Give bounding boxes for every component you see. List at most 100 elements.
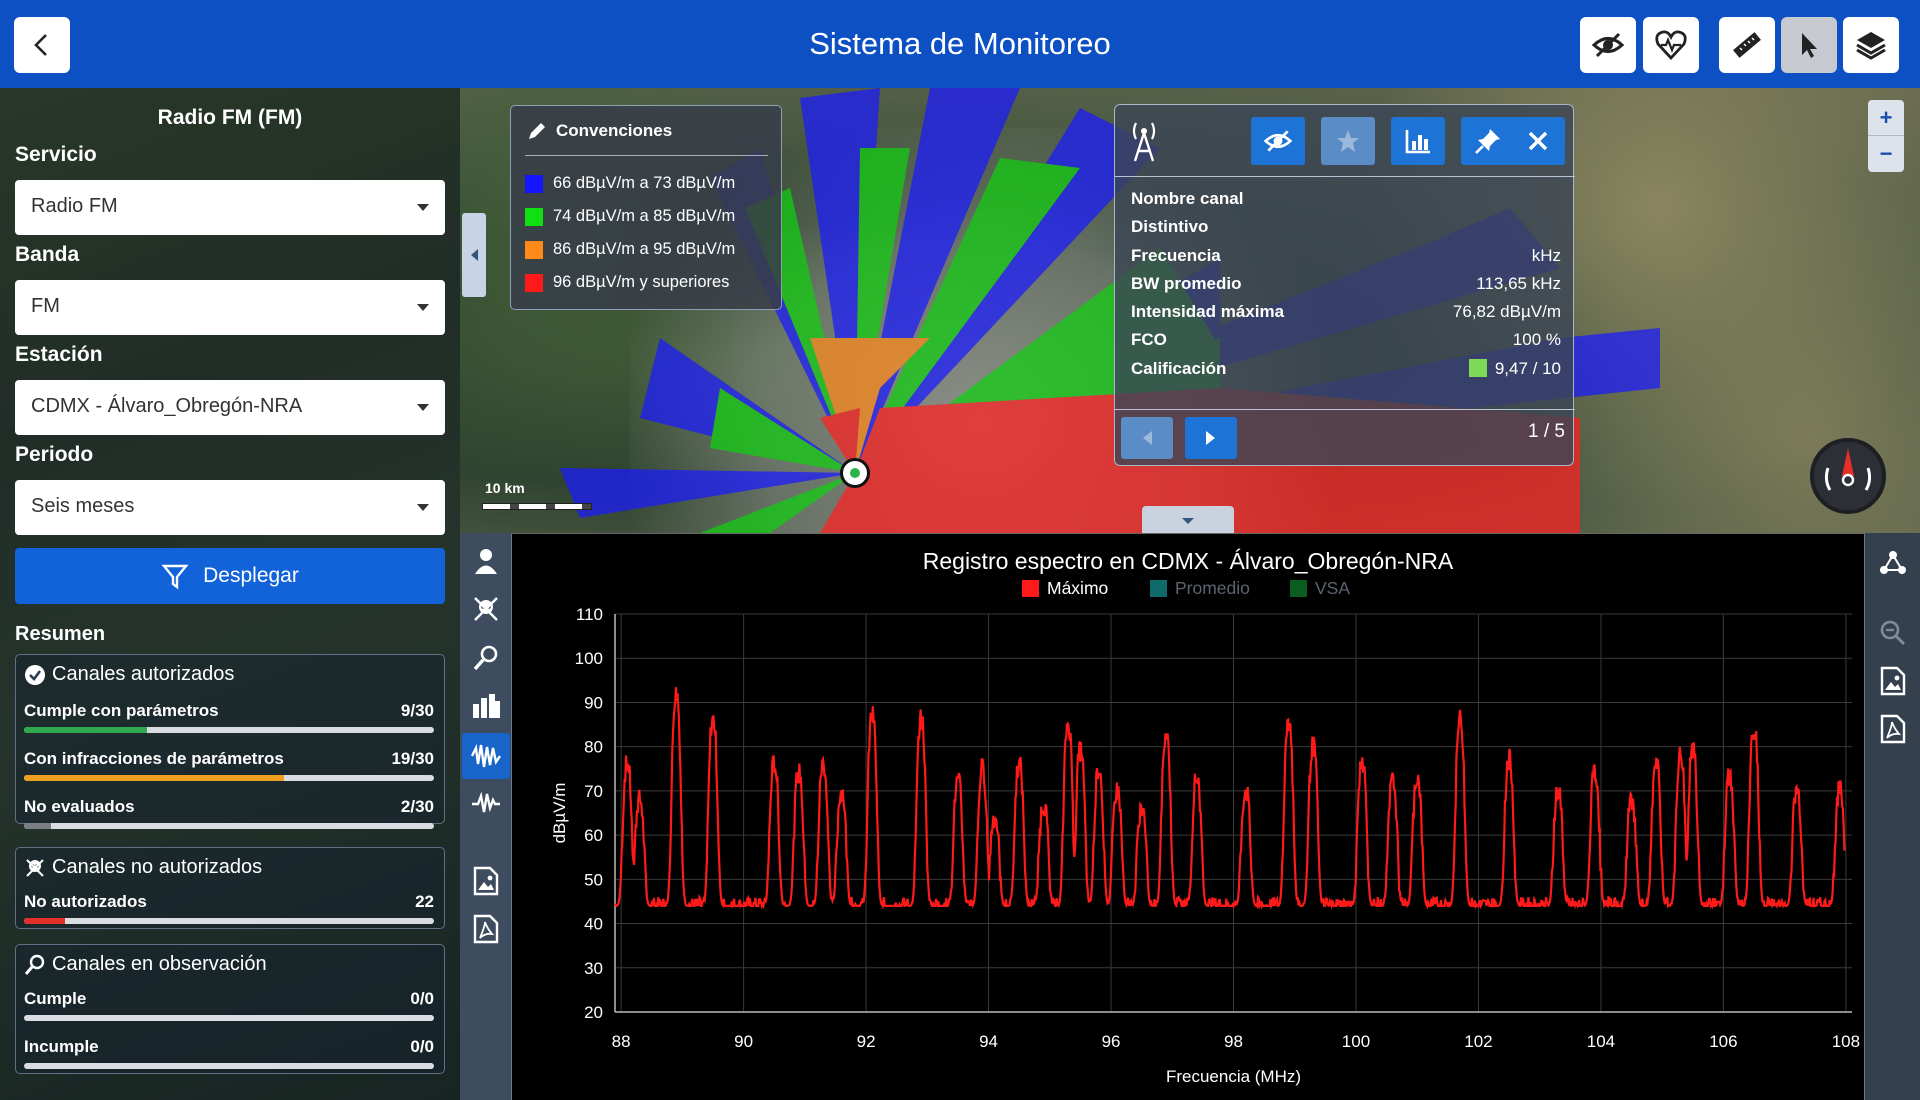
- band-select-value: FM: [31, 295, 60, 317]
- caret-down-icon: [417, 304, 429, 311]
- station-marker[interactable]: [840, 458, 870, 488]
- info-chart-button[interactable]: [1391, 117, 1445, 165]
- legend-title: Convenciones: [556, 121, 673, 140]
- chart-export-image-button[interactable]: [1875, 663, 1911, 699]
- band-select[interactable]: FM: [15, 280, 445, 335]
- legend-entry-vsa[interactable]: VSA: [1290, 578, 1350, 599]
- ruler-icon: [1733, 32, 1761, 58]
- eye-slash-icon: [1263, 130, 1293, 152]
- x-tick-label: 102: [1464, 1032, 1492, 1051]
- legend-swatch: [525, 174, 543, 193]
- info-hide-button[interactable]: [1251, 117, 1305, 165]
- progress-bar: [24, 1015, 434, 1021]
- x-tick-label: 100: [1342, 1032, 1370, 1051]
- user-icon: [475, 549, 497, 574]
- layers-button[interactable]: [1843, 17, 1899, 73]
- info-label: Distintivo: [1131, 217, 1209, 236]
- export-pdf-button[interactable]: [468, 911, 504, 947]
- info-pin-button[interactable]: [1461, 117, 1515, 165]
- chart-export-pdf-button[interactable]: [1875, 711, 1911, 747]
- ruler-button[interactable]: [1719, 17, 1775, 73]
- select-pointer-button[interactable]: [1781, 17, 1837, 73]
- x-tick-label: 98: [1224, 1032, 1243, 1051]
- legend-item: 96 dBµV/m y superiores: [525, 273, 729, 292]
- magnifier-icon: [24, 954, 45, 975]
- filter-icon: [161, 564, 189, 590]
- back-button[interactable]: [14, 17, 70, 73]
- row-value: 2/30: [400, 797, 434, 816]
- monitoring-button[interactable]: [1643, 17, 1699, 73]
- heart-pulse-icon: [1655, 30, 1687, 61]
- pin-icon: [1475, 129, 1500, 154]
- info-prev-button[interactable]: [1121, 417, 1173, 459]
- station-select[interactable]: CDMX - Álvaro_Obregón-NRA: [15, 380, 445, 435]
- chart-settings-button[interactable]: [1875, 545, 1911, 581]
- service-select[interactable]: Radio FM: [15, 180, 445, 235]
- progress-bar: [24, 775, 434, 781]
- compass-control[interactable]: [1810, 438, 1886, 514]
- zoom-in-button[interactable]: +: [1868, 100, 1904, 136]
- waveform-icon: [470, 743, 501, 768]
- legend-label: 96 dBµV/m y superiores: [553, 273, 730, 291]
- hide-layer-button[interactable]: [1580, 17, 1636, 73]
- spectrum-chart-panel: 20 30 40 50 60 70 80 90 100 110 88 90 92 94 96 98 100 102…: [512, 533, 1864, 1100]
- info-favorite-button[interactable]: [1321, 117, 1375, 165]
- y-tick-label: 80: [584, 738, 603, 757]
- legend-entry-avg[interactable]: Promedio: [1150, 578, 1250, 599]
- unauthorized-tool-button[interactable]: [468, 591, 504, 627]
- service-label: Servicio: [15, 143, 97, 166]
- chart-zoom-out-button[interactable]: [1875, 615, 1911, 651]
- y-tick-label: 90: [584, 693, 603, 712]
- app-header: Sistema de Monitoreo: [0, 0, 1920, 88]
- collapse-sidebar-button[interactable]: [462, 213, 486, 297]
- user-tool-button[interactable]: [468, 543, 504, 579]
- info-label: Frecuencia: [1131, 246, 1221, 265]
- sidebar-title: Radio FM (FM): [157, 106, 303, 129]
- spectrum-chart[interactable]: 20 30 40 50 60 70 80 90 100 110 88 90 92 94 96 98 100 102…: [512, 534, 1864, 1100]
- filter-sidebar: Radio FM (FM) Servicio Radio FM Banda FM…: [0, 88, 460, 1100]
- export-image-button[interactable]: [468, 863, 504, 899]
- progress-fill: [24, 918, 65, 924]
- info-next-button[interactable]: [1185, 417, 1237, 459]
- zoom-out-button[interactable]: −: [1879, 141, 1893, 166]
- legend-item: 86 dBµV/m a 95 dBµV/m: [525, 240, 735, 259]
- legend-label: VSA: [1315, 578, 1351, 598]
- x-tick-label: 96: [1102, 1032, 1121, 1051]
- y-tick-label: 100: [575, 649, 603, 668]
- legend-item: 74 dBµV/m a 85 dBµV/m: [525, 207, 735, 226]
- unauthorized-channels-card: Canales no autorizados No autorizados 22: [15, 847, 445, 929]
- card-title: Canales no autorizados: [52, 856, 263, 878]
- station-info-panel: Nombre canal Distintivo Frecuencia kHz BW…: [1114, 104, 1575, 466]
- period-label: Periodo: [15, 443, 94, 466]
- progress-bar: [24, 823, 434, 829]
- y-tick-label: 20: [584, 1003, 603, 1022]
- info-row: Frecuencia kHz: [1131, 246, 1561, 266]
- search-tool-button[interactable]: [468, 640, 504, 676]
- eye-slash-icon: [1591, 32, 1625, 58]
- y-tick-label: 110: [576, 605, 603, 624]
- layers-icon: [1856, 32, 1886, 60]
- collapse-chart-button[interactable]: [1142, 506, 1234, 536]
- caret-down-icon: [417, 404, 429, 411]
- progress-fill: [24, 775, 284, 781]
- stats-tool-button[interactable]: [468, 688, 504, 724]
- info-row: Intensidad máxima 76,82 dBµV/m: [1131, 302, 1561, 322]
- period-select[interactable]: Seis meses: [15, 480, 445, 535]
- legend-swatch: [525, 207, 543, 226]
- deploy-button[interactable]: Desplegar: [15, 548, 445, 604]
- x-tick-label: 90: [734, 1032, 753, 1051]
- rating-value: 9,47 / 10: [1494, 359, 1561, 378]
- pdf-file-icon: [1880, 714, 1906, 744]
- period-select-value: Seis meses: [31, 495, 135, 517]
- info-row: Calificación 9,47 / 10: [1131, 359, 1561, 379]
- legend-swatch: [1290, 580, 1307, 597]
- progress-bar: [24, 727, 434, 733]
- signal-tool-button[interactable]: [468, 785, 504, 821]
- spectrum-tool-button[interactable]: [462, 733, 510, 779]
- info-value: 113,65 kHz: [1476, 274, 1561, 293]
- legend-entry-max[interactable]: Máximo: [1022, 578, 1108, 599]
- pdf-file-icon: [473, 914, 499, 944]
- info-close-button[interactable]: [1511, 117, 1565, 165]
- skull-crossbones-icon: [474, 597, 498, 621]
- caret-left-icon: [471, 249, 478, 261]
